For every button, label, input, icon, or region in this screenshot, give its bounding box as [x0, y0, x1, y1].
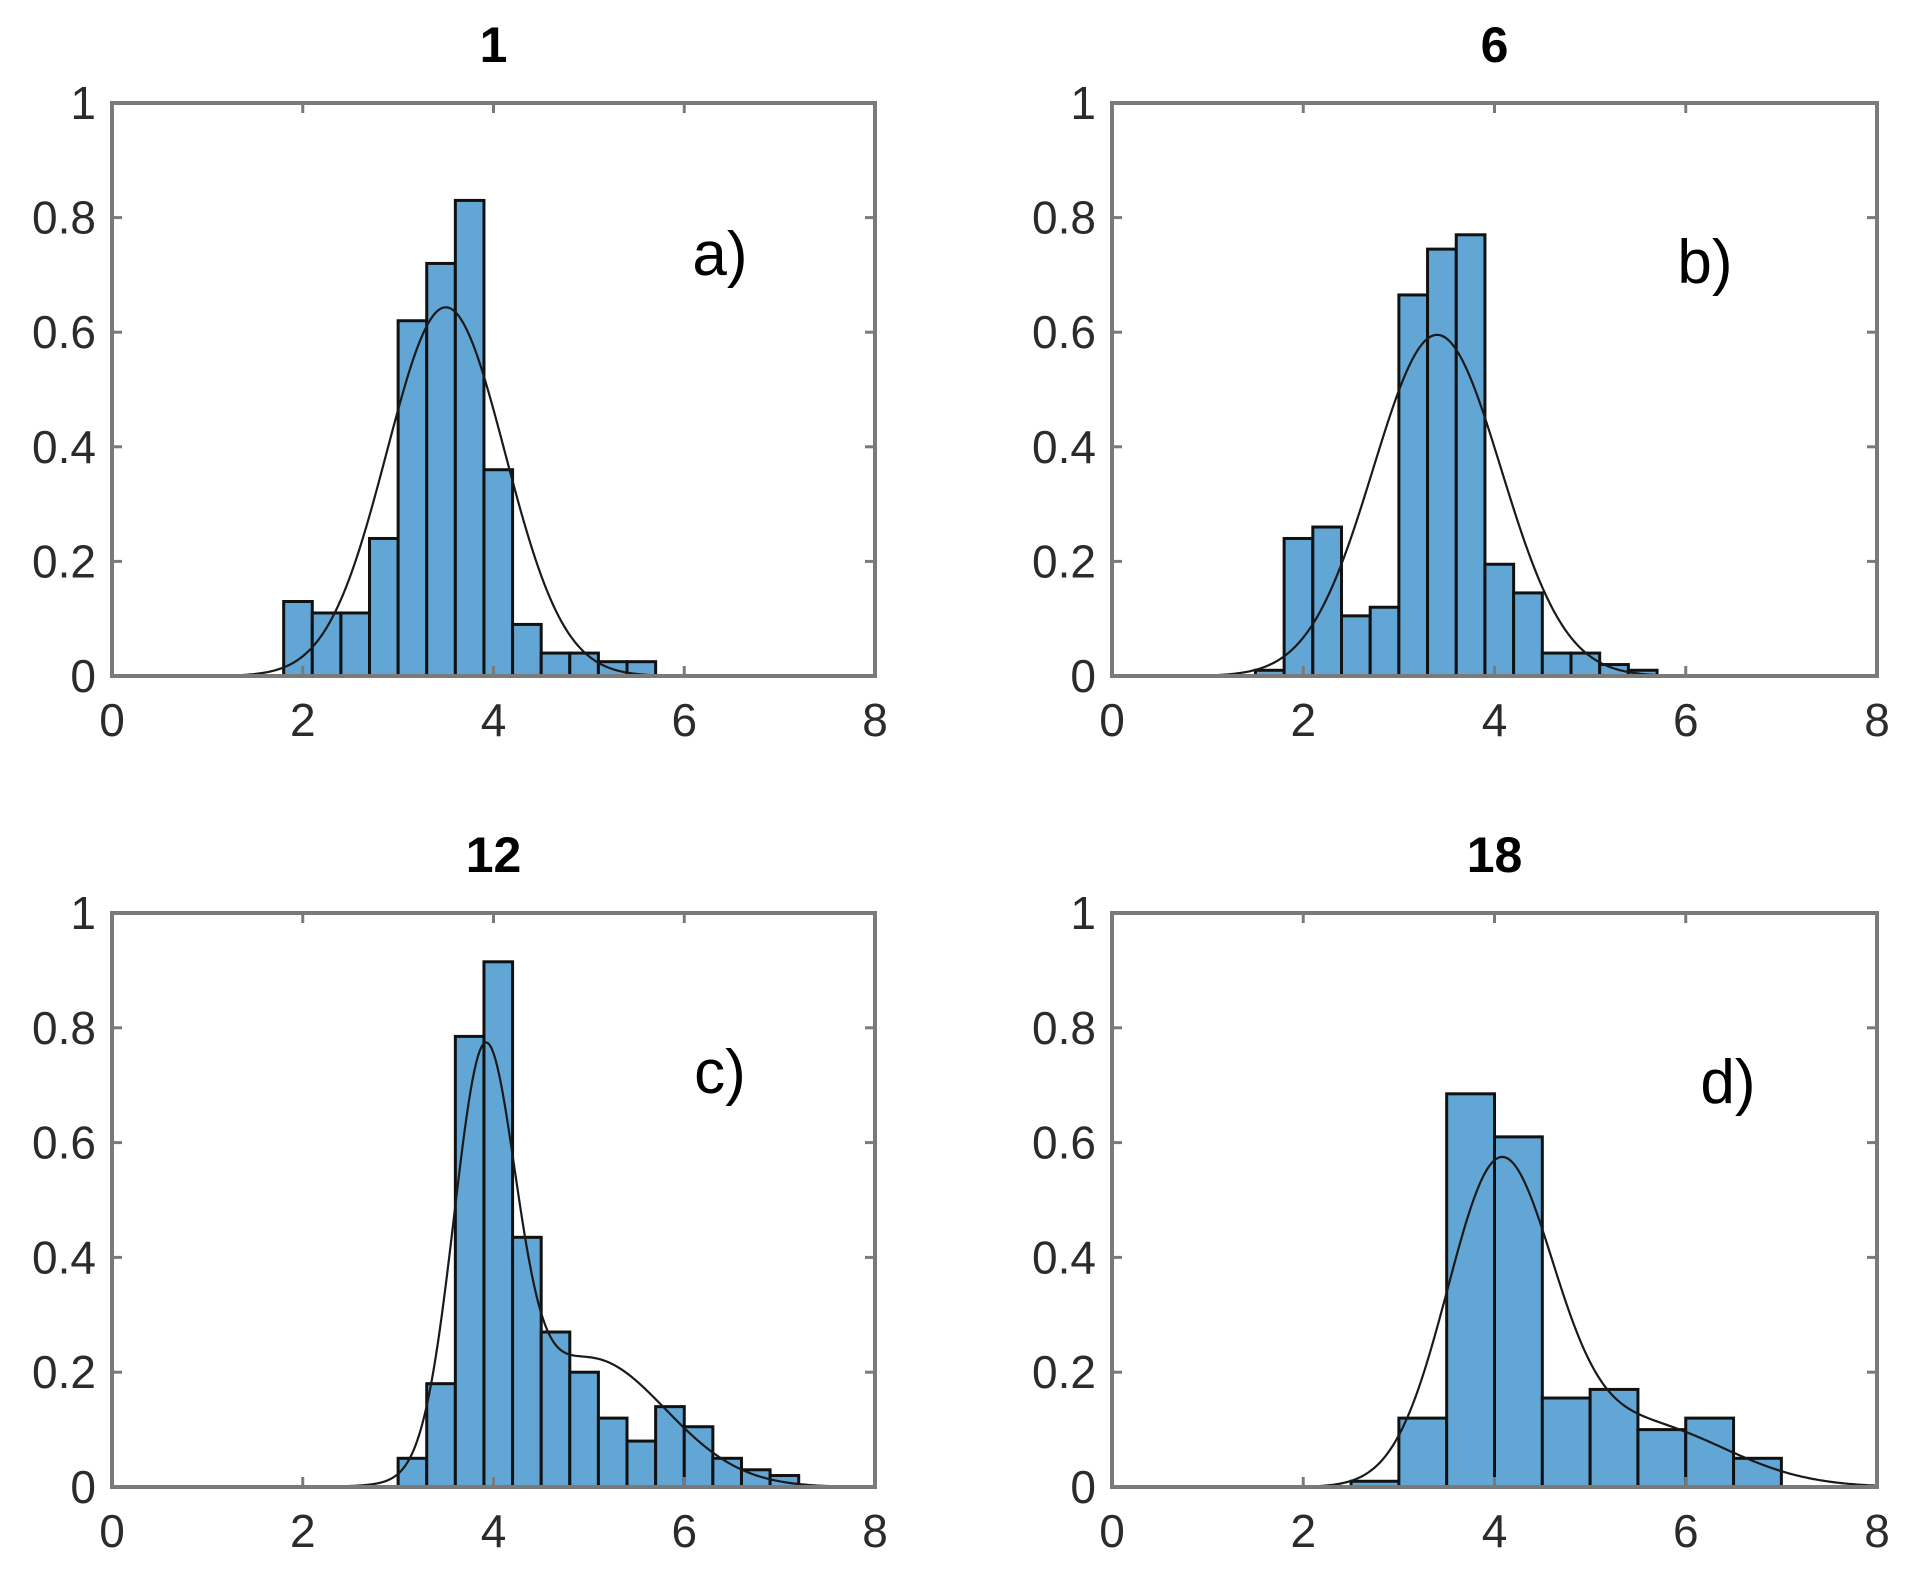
x-tick-label: 8	[862, 1505, 888, 1557]
histogram-bar	[1540, 1396, 1592, 1489]
y-tick-label: 0.4	[32, 1231, 96, 1283]
y-tick-label: 0.8	[32, 1002, 96, 1054]
y-tick-label: 0.6	[32, 1117, 96, 1169]
histogram-bar	[539, 1330, 572, 1489]
histogram-bar	[1426, 247, 1458, 678]
chart-panel-4: 0 2 4 6 8 0 0.2 0.4 0.6 0.8 1 18 d)	[1032, 827, 1890, 1557]
histogram-bar	[1454, 233, 1487, 678]
y-tick-label: 0.4	[1032, 1231, 1096, 1283]
histogram-bar	[482, 468, 515, 678]
histogram-bar	[1397, 1416, 1449, 1489]
x-tick-label: 0	[99, 694, 125, 746]
y-tick-label: 0.4	[1032, 421, 1096, 473]
chart-panel-1: 0 2 4 6 8 0 0.2 0.4 0.6 0.8 1 1 a)	[32, 17, 888, 746]
histogram-bar	[1684, 1416, 1736, 1489]
panel-title: 18	[1467, 827, 1523, 883]
x-tick-label: 8	[1864, 1505, 1890, 1557]
panel-label: a)	[692, 220, 747, 289]
histogram-bar	[654, 1405, 686, 1489]
y-tick-label: 0.8	[32, 192, 96, 244]
histogram-bar	[568, 651, 600, 678]
x-tick-label: 4	[1482, 1505, 1508, 1557]
histogram-bar	[511, 1235, 543, 1489]
histogram-bar	[1569, 651, 1602, 678]
y-tick-label: 0.6	[1032, 306, 1096, 358]
histogram-bar	[425, 261, 457, 678]
histogram-bar	[1540, 651, 1573, 678]
y-tick-label: 0.2	[1032, 1346, 1096, 1398]
histogram-bar	[453, 1034, 486, 1489]
histogram-bar	[425, 1382, 457, 1489]
panel-title: 1	[480, 17, 508, 73]
histogram-bar	[596, 1416, 629, 1489]
histogram-bar	[1636, 1428, 1688, 1489]
histogram-bar	[1397, 293, 1430, 678]
histogram-bar	[1368, 605, 1401, 678]
histogram-bar	[1311, 525, 1343, 678]
histogram-bar	[482, 960, 515, 1489]
x-tick-label: 2	[1290, 1505, 1316, 1557]
x-tick-label: 4	[1482, 694, 1508, 746]
y-tick-label: 0.8	[1032, 1002, 1096, 1054]
chart-panel-2: 0 2 4 6 8 0 0.2 0.4 0.6 0.8 1 6 b)	[1032, 17, 1890, 746]
x-tick-label: 4	[481, 694, 507, 746]
y-tick-label: 0	[70, 1461, 96, 1513]
y-tick-label: 0.6	[32, 306, 96, 358]
y-tick-label: 0.2	[32, 535, 96, 587]
y-tick-label: 0.2	[32, 1346, 96, 1398]
histogram-bar	[1483, 562, 1516, 678]
x-tick-label: 2	[290, 694, 316, 746]
histogram-bar	[511, 622, 543, 678]
y-tick-label: 0.4	[32, 421, 96, 473]
histogram-bar	[568, 1370, 600, 1489]
histogram-bar	[682, 1425, 715, 1489]
panel-title: 6	[1481, 17, 1509, 73]
histogram-bar	[539, 651, 572, 678]
x-tick-label: 2	[290, 1505, 316, 1557]
chart-panel-3: 0 2 4 6 8 0 0.2 0.4 0.6 0.8 1 12 c)	[32, 827, 888, 1557]
histogram-bar	[1445, 1092, 1496, 1489]
y-tick-label: 0	[1070, 1461, 1096, 1513]
histogram-bar	[453, 198, 486, 678]
y-tick-label: 1	[70, 887, 96, 939]
x-tick-label: 8	[1864, 694, 1890, 746]
histogram-bar	[339, 611, 372, 678]
histogram-bar	[396, 1456, 429, 1489]
y-tick-label: 1	[1070, 887, 1096, 939]
y-tick-label: 0.8	[1032, 192, 1096, 244]
histogram-bar	[1512, 591, 1544, 678]
x-tick-label: 8	[862, 694, 888, 746]
histogram-bar	[1588, 1387, 1640, 1489]
panel-label: c)	[694, 1038, 746, 1107]
y-tick-label: 0.6	[1032, 1117, 1096, 1169]
y-tick-label: 0.2	[1032, 535, 1096, 587]
x-tick-label: 0	[99, 1505, 125, 1557]
x-tick-label: 6	[671, 1505, 697, 1557]
histogram-bar	[310, 611, 343, 678]
histogram-bar	[625, 1439, 658, 1489]
y-tick-label: 1	[70, 77, 96, 129]
histogram-bar	[396, 319, 429, 678]
panel-label: d)	[1700, 1048, 1755, 1117]
histogram-bar	[1493, 1135, 1544, 1489]
panel-title: 12	[466, 827, 522, 883]
x-tick-label: 2	[1290, 694, 1316, 746]
x-tick-label: 0	[1099, 694, 1125, 746]
x-tick-label: 6	[671, 694, 697, 746]
histogram-bar	[368, 536, 400, 678]
y-tick-label: 1	[1070, 77, 1096, 129]
panel-label: b)	[1677, 228, 1732, 297]
y-tick-label: 0	[1070, 650, 1096, 702]
x-tick-label: 0	[1099, 1505, 1125, 1557]
histogram-bar	[1282, 536, 1315, 678]
x-tick-label: 6	[1673, 1505, 1699, 1557]
y-tick-label: 0	[70, 650, 96, 702]
histogram-bar	[1340, 614, 1372, 678]
x-tick-label: 6	[1673, 694, 1699, 746]
x-tick-label: 4	[481, 1505, 507, 1557]
